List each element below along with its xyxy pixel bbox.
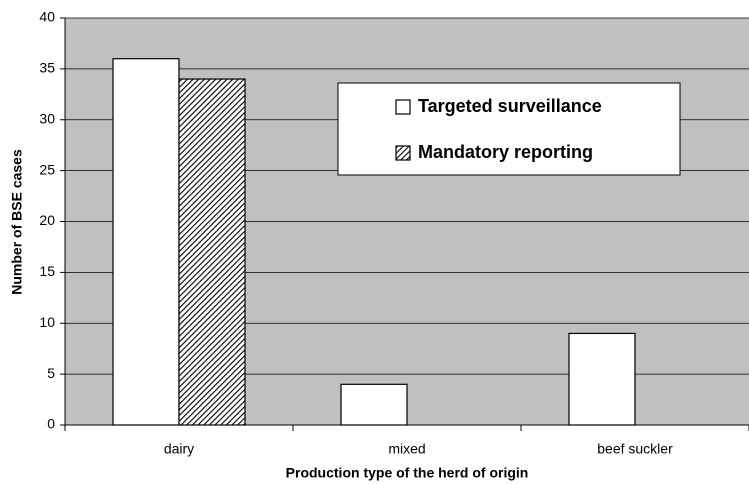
bar — [340, 383, 408, 426]
y-tick-label: 20 — [39, 212, 55, 228]
y-axis-title: Number of BSE cases — [9, 149, 25, 295]
y-tick-label: 25 — [39, 161, 55, 177]
legend-label: Targeted surveillance — [418, 96, 602, 116]
x-axis-title: Production type of the herd of origin — [286, 465, 529, 481]
bar — [112, 58, 180, 426]
legend-label: Mandatory reporting — [418, 142, 593, 162]
x-tick-label: mixed — [388, 441, 425, 457]
y-tick-label: 40 — [39, 9, 55, 25]
y-tick-label: 35 — [39, 60, 55, 76]
bar — [178, 78, 246, 426]
y-tick-label: 15 — [39, 263, 55, 279]
legend-swatch — [395, 145, 411, 161]
y-tick-label: 0 — [47, 416, 55, 432]
legend-swatch — [395, 99, 411, 115]
y-tick-label: 5 — [47, 365, 55, 381]
x-tick-label: dairy — [164, 441, 194, 457]
x-tick-label: beef suckler — [597, 441, 673, 457]
y-tick-label: 30 — [39, 110, 55, 126]
legend-box — [337, 82, 681, 176]
y-tick-label: 10 — [39, 314, 55, 330]
bar — [568, 332, 636, 426]
